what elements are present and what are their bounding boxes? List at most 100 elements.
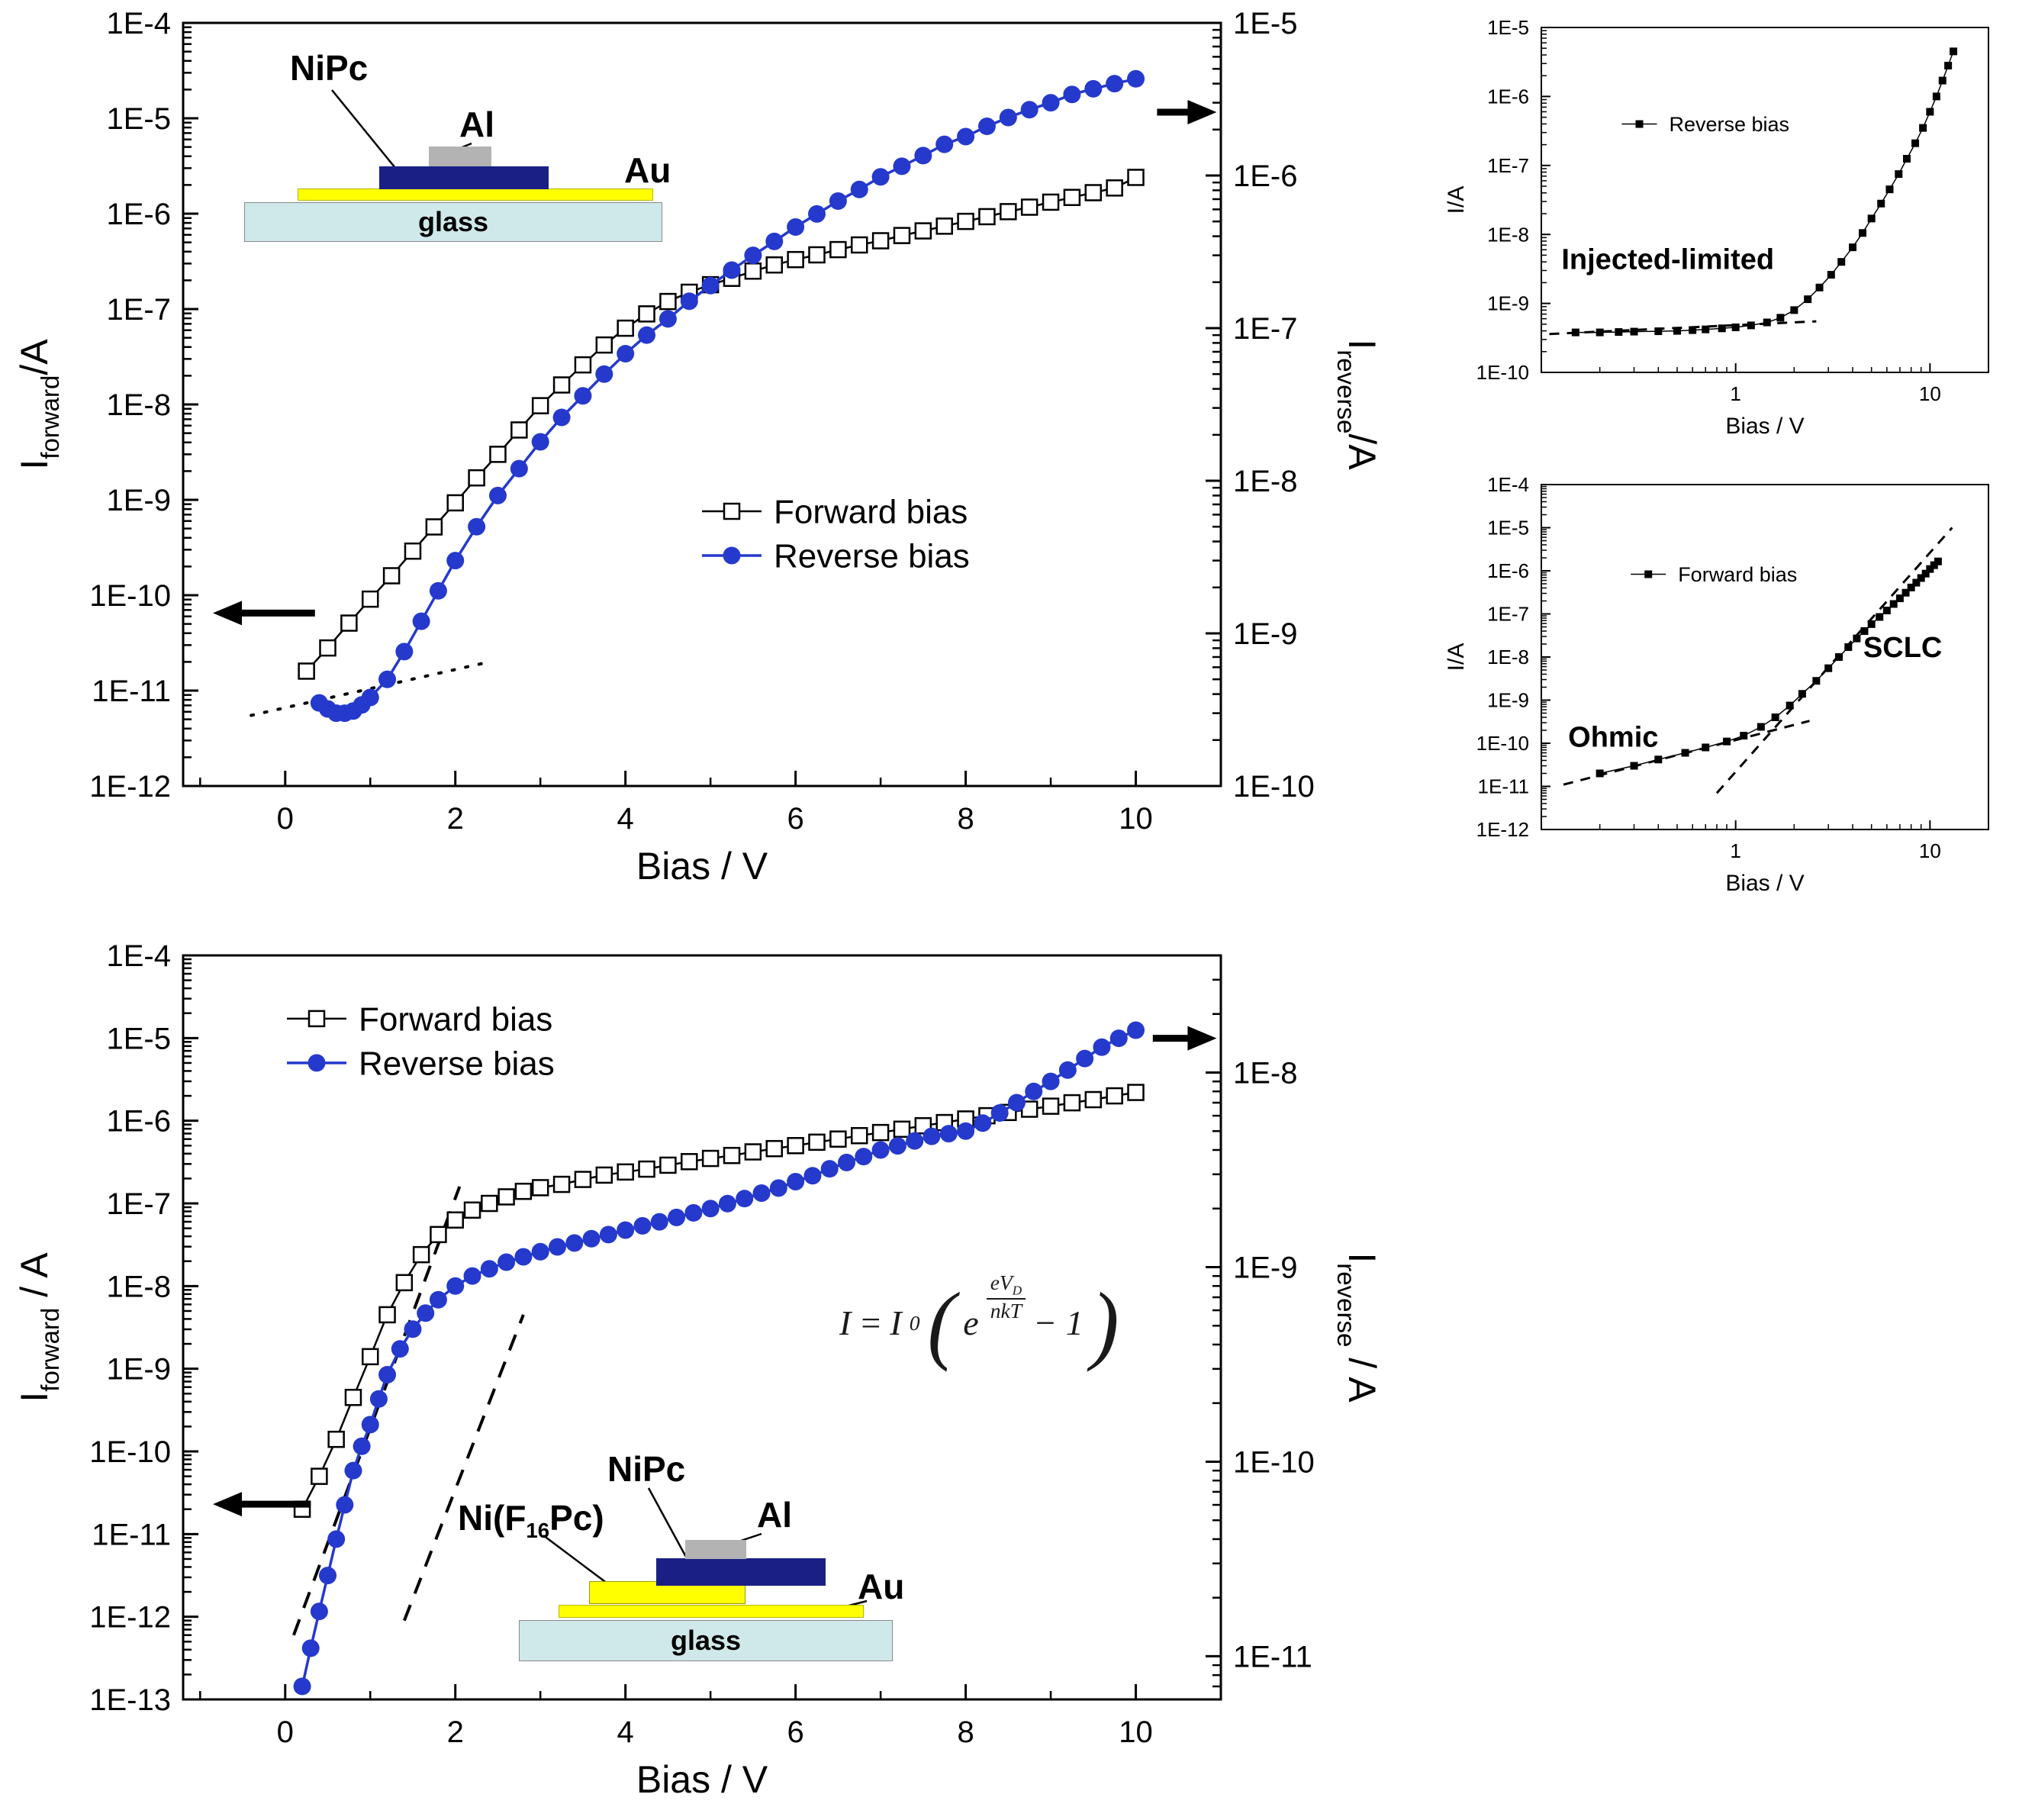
aluminum-layer: [685, 1540, 746, 1559]
legend: Reverse bias: [1621, 113, 1789, 136]
svg-text:1E-10: 1E-10: [89, 1435, 171, 1469]
svg-text:1: 1: [1730, 382, 1740, 405]
svg-text:10: 10: [1919, 382, 1941, 405]
eq-exp-denominator: nkT: [990, 1299, 1022, 1323]
svg-text:1E-8: 1E-8: [1487, 646, 1529, 668]
svg-text:1E-9: 1E-9: [1233, 1251, 1298, 1284]
y-axis-left: 1E-12 1E-11 1E-10 1E-9 1E-8 1E-7 1E-6 1E-5 1E-4 I…: [1444, 473, 1550, 841]
svg-text:10: 10: [1119, 802, 1153, 836]
svg-text:Bias / V: Bias / V: [1725, 871, 1804, 896]
svg-text:1E-10: 1E-10: [89, 579, 171, 613]
svg-text:1E-6: 1E-6: [107, 1105, 172, 1139]
axis-arrow: [213, 601, 315, 626]
svg-text:1E-12: 1E-12: [89, 1601, 171, 1635]
legend-label: Forward bias: [359, 1000, 552, 1038]
svg-text:10: 10: [1919, 839, 1941, 862]
svg-text:I/A: I/A: [1444, 643, 1469, 672]
svg-text:Bias / V: Bias / V: [1725, 414, 1804, 439]
svg-text:2: 2: [447, 802, 464, 836]
eq-i0-sub: 0: [909, 1310, 920, 1335]
svg-text:1E-8: 1E-8: [1233, 1057, 1298, 1090]
svg-text:4: 4: [617, 802, 634, 836]
y-axis-left: 1E-13 1E-12 1E-11 1E-10 1E-9 1E-8 1E-7 1E-6 1E-5…: [13, 939, 198, 1717]
series-reverse-bias: [310, 69, 1145, 723]
axis-arrow: [213, 1492, 311, 1517]
series-forward-bias: [1596, 557, 1942, 778]
legend-label: Forward bias: [1678, 563, 1797, 586]
svg-text:0: 0: [277, 1715, 294, 1749]
svg-text:1E-5: 1E-5: [1487, 517, 1529, 540]
svg-text:1E-5: 1E-5: [107, 1022, 172, 1055]
svg-text:1E-10: 1E-10: [1476, 361, 1529, 384]
svg-text:1E-4: 1E-4: [1487, 473, 1529, 496]
svg-text:1E-7: 1E-7: [1487, 603, 1529, 626]
plot-frame: [1541, 27, 1989, 373]
series-reverse-bias: [293, 1021, 1145, 1696]
chart-nipc-iv-main: 0 2 4 6 8 10 Bias / V 1E-12 1E-11 1E-10 1E-9 1E-8 1E…: [0, 0, 1383, 916]
svg-text:1E-12: 1E-12: [1476, 818, 1529, 841]
inset-label-au: Au: [624, 150, 671, 190]
svg-text:1E-9: 1E-9: [1487, 689, 1529, 712]
svg-text:1E-5: 1E-5: [1487, 16, 1529, 39]
svg-text:1E-9: 1E-9: [107, 1353, 172, 1387]
guide-line-dotted: [250, 660, 491, 717]
x-axis: 0 2 4 6 8 10 Bias / V: [199, 771, 1222, 887]
chart-c-plot-area: 1 10 Bias / V 1E-12 1E-11 1E-10 1E-9 1E-8 1E-7 1E…: [1442, 458, 2019, 916]
gold-layer: [298, 188, 653, 201]
guide-line-dashed: [1715, 527, 1953, 794]
guide-line-dashed: [402, 1314, 525, 1622]
nipc-layer: [379, 166, 549, 189]
annotation-text: Injected-limited: [1561, 243, 1774, 275]
legend-label: Reverse bias: [774, 537, 970, 575]
svg-text:1E-8: 1E-8: [107, 1270, 172, 1303]
svg-text:Ireverse / A: Ireverse / A: [1332, 1252, 1381, 1403]
svg-text:1E-4: 1E-4: [107, 939, 172, 973]
svg-text:1E-4: 1E-4: [107, 7, 172, 40]
glass-substrate: glass: [519, 1620, 893, 1661]
chart-b-plot-area: 1 10 Bias / V 1E-10 1E-9 1E-8 1E-7 1E-6 1E-5 I/A I…: [1442, 6, 2019, 453]
svg-text:2: 2: [447, 1715, 464, 1749]
gold-layer: [559, 1605, 864, 1618]
legend: Forward bias Reverse bias: [287, 1000, 555, 1082]
aluminum-layer: [429, 147, 491, 166]
svg-text:1E-7: 1E-7: [107, 1187, 172, 1221]
inset-label-au: Au: [858, 1567, 905, 1606]
svg-text:Iforward / A: Iforward / A: [13, 1252, 64, 1403]
inset-label-nif16pc: Ni(F16Pc): [458, 1498, 604, 1543]
svg-text:1E-6: 1E-6: [1487, 559, 1529, 582]
glass-substrate: glass: [244, 202, 662, 242]
svg-text:1E-13: 1E-13: [89, 1683, 171, 1717]
svg-text:4: 4: [617, 1715, 634, 1749]
svg-text:Bias / V: Bias / V: [636, 845, 768, 887]
glass-label: glass: [417, 206, 489, 237]
y-axis-right: 1E-10 1E-9 1E-8 1E-7 1E-6 1E-5 Ireverse/A: [1206, 7, 1383, 804]
svg-text:1E-10: 1E-10: [1476, 732, 1529, 755]
guide-line-dashed: [292, 1186, 462, 1636]
svg-text:1E-9: 1E-9: [1487, 292, 1529, 315]
chart-svg-injected-limited: 1 10 Bias / V 1E-10 1E-9 1E-8 1E-7 1E-6 1E-5 I/A I…: [1444, 16, 1989, 439]
svg-text:0: 0: [277, 802, 294, 836]
chart-ohmic-sclc: 1 10 Bias / V 1E-12 1E-11 1E-10 1E-9 1E-8 1E-7 1E…: [1442, 458, 2019, 916]
device-inset-nipc: glass NiPc Al Au: [221, 46, 725, 275]
chart-injected-limited: 1 10 Bias / V 1E-10 1E-9 1E-8 1E-7 1E-6 1E-5 I/A I…: [1442, 6, 2019, 453]
nipc-layer: [656, 1558, 826, 1586]
svg-text:1E-11: 1E-11: [92, 675, 171, 708]
svg-text:1E-10: 1E-10: [1233, 1445, 1315, 1479]
annotation-text: Ohmic: [1568, 722, 1658, 754]
annotation-text: SCLC: [1863, 632, 1942, 664]
svg-text:6: 6: [787, 802, 803, 836]
x-axis: 0 2 4 6 8 10 Bias / V: [199, 1684, 1222, 1801]
svg-text:Iforward/A: Iforward/A: [13, 339, 64, 470]
series-forward-bias: [298, 169, 1145, 680]
y-axis-left: 1E-10 1E-9 1E-8 1E-7 1E-6 1E-5 I/A: [1444, 16, 1550, 384]
eq-e: e: [963, 1303, 979, 1343]
svg-text:I/A: I/A: [1444, 186, 1469, 214]
svg-text:1E-9: 1E-9: [107, 484, 172, 517]
y-axis-left: 1E-12 1E-11 1E-10 1E-9 1E-8 1E-7 1E-6 1E-5 1E-4 I…: [13, 7, 198, 804]
svg-text:Bias / V: Bias / V: [636, 1758, 768, 1801]
svg-text:8: 8: [957, 1715, 974, 1749]
